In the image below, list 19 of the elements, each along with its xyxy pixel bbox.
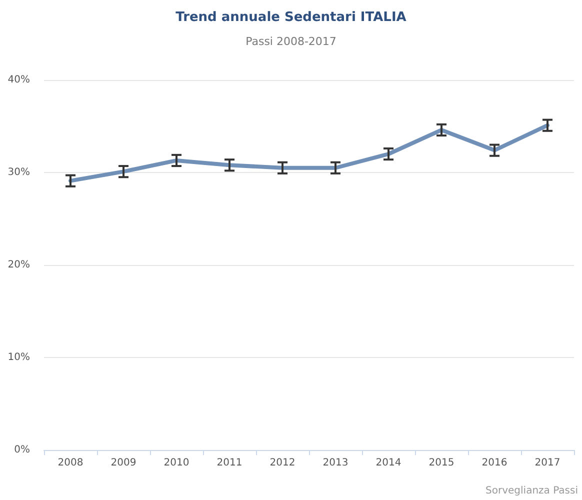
x-tick-label: 2013 bbox=[322, 458, 348, 468]
chart-subtitle: Passi 2008-2017 bbox=[246, 35, 336, 48]
chart-title: Trend annuale Sedentari ITALIA bbox=[176, 10, 406, 25]
x-tick-label: 2016 bbox=[482, 458, 508, 468]
x-tick-label: 2011 bbox=[216, 458, 242, 468]
x-tick-label: 2012 bbox=[270, 458, 296, 468]
x-tick-label: 2009 bbox=[110, 458, 136, 468]
x-tick-label: 2017 bbox=[534, 458, 560, 468]
y-tick-label: 30% bbox=[8, 167, 30, 178]
y-tick-label: 20% bbox=[8, 260, 30, 270]
y-tick-label: 40% bbox=[8, 74, 30, 86]
y-tick-label: 0% bbox=[14, 444, 30, 456]
x-tick-label: 2015 bbox=[428, 458, 454, 468]
y-tick-label: 10% bbox=[8, 352, 30, 363]
line-series bbox=[68, 123, 550, 183]
text: Sorveglianza Passi bbox=[486, 486, 578, 496]
x-tick-label: 2008 bbox=[58, 458, 84, 468]
x-tick-label: 2014 bbox=[376, 458, 402, 468]
x-tick-label: 2010 bbox=[164, 458, 190, 468]
